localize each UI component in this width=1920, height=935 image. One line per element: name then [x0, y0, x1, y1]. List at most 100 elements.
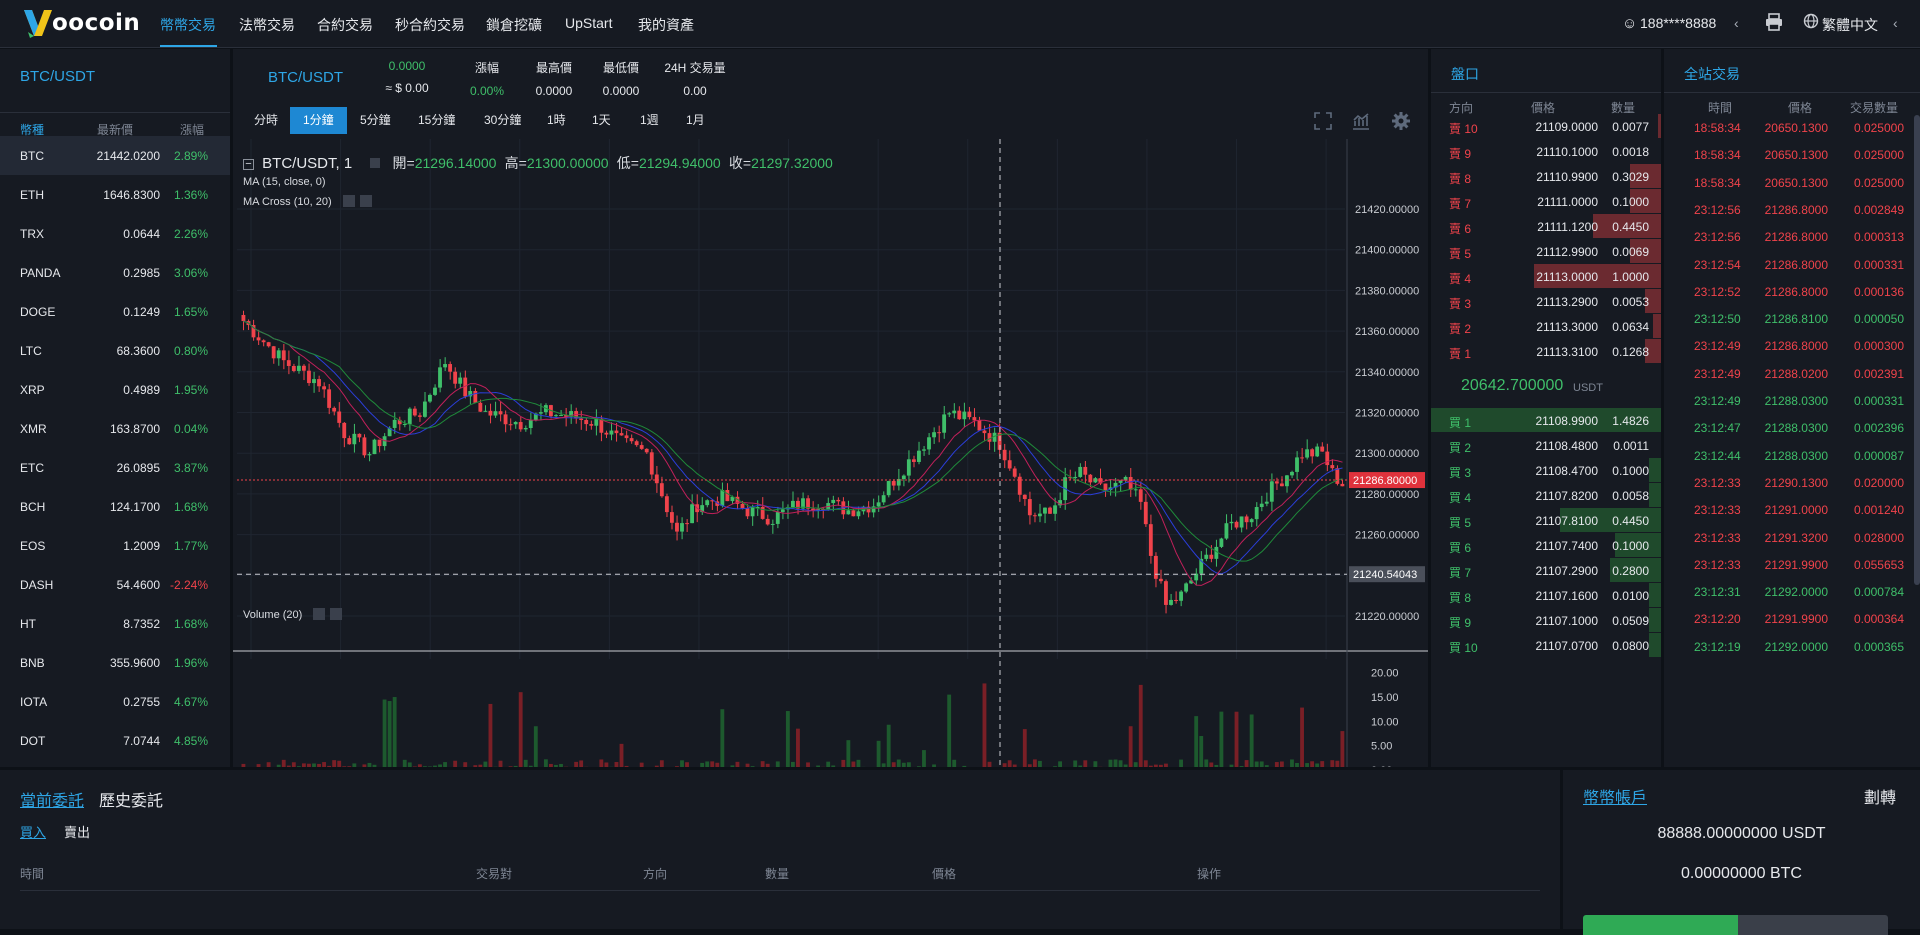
volume-close-icon[interactable] — [330, 608, 342, 620]
volume-bar — [857, 760, 861, 767]
trade-time: 23:12:56 — [1694, 230, 1746, 244]
nav-contract-trading[interactable]: 合約交易 — [317, 15, 373, 35]
user-caret-icon[interactable]: ‹ — [1734, 15, 1739, 31]
legend-settings-icon[interactable] — [370, 158, 380, 168]
nav-upstart[interactable]: UpStart — [565, 15, 612, 31]
nav-my-assets[interactable]: 我的資產 — [638, 15, 694, 35]
spot-account-title[interactable]: 幣幣帳戶 — [1583, 784, 1647, 808]
tf-15min[interactable]: 15分鐘 — [405, 107, 468, 134]
candle-body — [675, 523, 679, 532]
tf-30min[interactable]: 30分鐘 — [471, 107, 534, 134]
coin-price: 1646.8300 — [70, 188, 160, 202]
tab-order-history[interactable]: 歷史委託 — [99, 787, 163, 811]
tab-current-orders[interactable]: 當前委託 — [20, 787, 84, 811]
indicators-icon[interactable] — [1351, 111, 1371, 131]
tf-1day[interactable]: 1天 — [579, 107, 624, 134]
nav-second-contract[interactable]: 秒合約交易 — [395, 15, 465, 35]
tf-1hour[interactable]: 1時 — [534, 107, 579, 134]
user-account[interactable]: 188****8888 — [1640, 15, 1716, 31]
candle-body — [630, 438, 634, 441]
tf-timeline[interactable]: 分時 — [241, 107, 291, 134]
collapse-icon[interactable]: − — [243, 159, 254, 170]
printer-icon[interactable] — [1764, 12, 1784, 35]
volume-bar — [796, 729, 800, 767]
fullscreen-icon[interactable] — [1313, 111, 1333, 131]
tf-1min[interactable]: 1分鐘 — [290, 107, 347, 134]
nav-spot-trading[interactable]: 幣幣交易 — [160, 15, 216, 35]
globe-icon[interactable] — [1803, 13, 1819, 32]
trades-scrollbar[interactable] — [1914, 115, 1920, 585]
filter-sell[interactable]: 賣出 — [64, 822, 90, 841]
volume-bar — [625, 766, 629, 767]
volume-bar — [1230, 765, 1234, 767]
nav-fiat-trading[interactable]: 法幣交易 — [239, 15, 295, 35]
buy-button[interactable] — [1583, 915, 1738, 935]
filter-buy[interactable]: 買入 — [20, 822, 46, 841]
ticker-change-value: 0.00% — [451, 84, 523, 98]
logo[interactable]: oocoin — [22, 6, 142, 42]
user-icon[interactable]: ☺ — [1622, 15, 1637, 32]
macross-close-icon[interactable] — [360, 195, 372, 207]
volume-settings-icon[interactable] — [313, 608, 325, 620]
settings-gear-icon[interactable] — [1391, 111, 1411, 131]
nav-lock-mining[interactable]: 鎖倉挖礦 — [486, 15, 542, 35]
macross-settings-icon[interactable] — [343, 195, 355, 207]
volume-legend: Volume (20) — [243, 608, 342, 621]
tf-1month[interactable]: 1月 — [673, 107, 718, 134]
candle-body — [1335, 468, 1339, 484]
volume-bar — [952, 760, 956, 767]
volume-bar — [877, 741, 881, 767]
candlestick-chart[interactable]: 21420.0000021400.0000021380.0000021360.0… — [233, 139, 1428, 767]
language-selector[interactable]: 繁體中文 — [1822, 15, 1878, 35]
volume-bar — [544, 759, 548, 767]
candle-body — [1169, 600, 1173, 605]
language-caret-icon[interactable]: ‹ — [1893, 15, 1898, 31]
account-panel: 幣幣帳戶 劃轉 88888.00000000 USDT 0.00000000 B… — [1563, 770, 1920, 929]
transfer-button[interactable]: 劃轉 — [1864, 784, 1896, 808]
tf-1week[interactable]: 1週 — [627, 107, 672, 134]
tf-5min[interactable]: 5分鐘 — [347, 107, 404, 134]
sell-button[interactable] — [1738, 915, 1888, 935]
ask-qty: 0.0634 — [1601, 320, 1649, 334]
coin-change: 0.80% — [160, 344, 208, 358]
trade-time: 23:12:44 — [1694, 449, 1746, 463]
candle-body — [403, 424, 407, 425]
